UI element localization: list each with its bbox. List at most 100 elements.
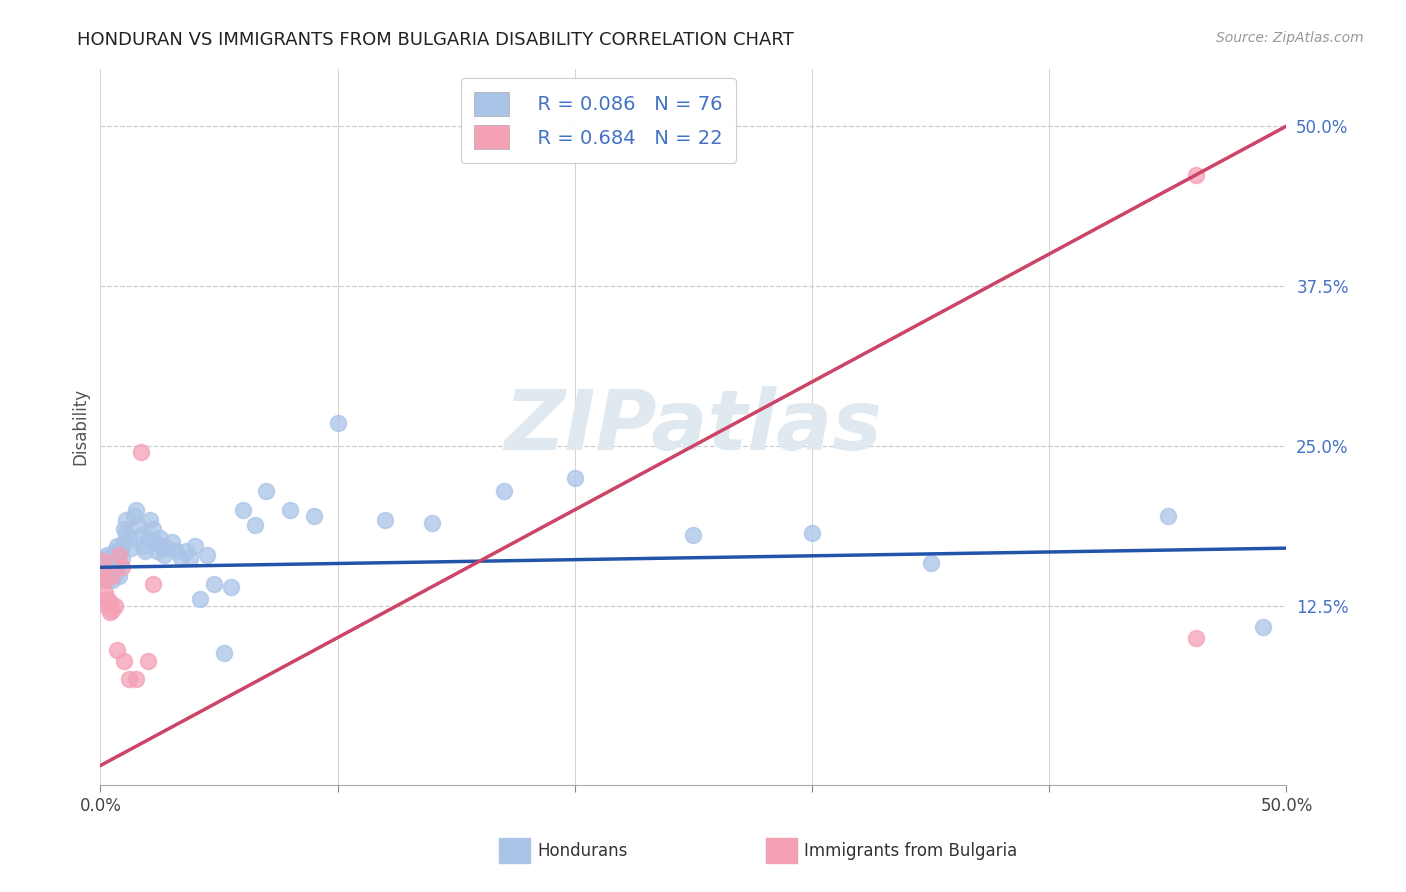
Point bbox=[122, 509, 145, 524]
Point bbox=[139, 513, 162, 527]
Point bbox=[129, 445, 152, 459]
Point bbox=[94, 557, 117, 571]
Point bbox=[105, 560, 128, 574]
Point bbox=[105, 539, 128, 553]
Point bbox=[127, 518, 149, 533]
Point bbox=[1157, 509, 1180, 524]
Point bbox=[278, 502, 301, 516]
Point bbox=[801, 525, 824, 540]
Point bbox=[105, 643, 128, 657]
Legend:   R = 0.086   N = 76,   R = 0.684   N = 22: R = 0.086 N = 76, R = 0.684 N = 22 bbox=[461, 78, 737, 162]
Point bbox=[105, 551, 128, 566]
Point bbox=[156, 541, 179, 556]
Point bbox=[101, 554, 124, 568]
Point bbox=[111, 560, 134, 574]
Point bbox=[141, 522, 163, 536]
Point bbox=[160, 534, 183, 549]
Point bbox=[96, 557, 118, 571]
Point bbox=[136, 531, 159, 545]
Point bbox=[115, 513, 138, 527]
Point bbox=[94, 573, 117, 587]
Point bbox=[101, 602, 124, 616]
Point bbox=[219, 580, 242, 594]
Text: Source: ZipAtlas.com: Source: ZipAtlas.com bbox=[1216, 31, 1364, 45]
Point bbox=[96, 592, 118, 607]
Point bbox=[120, 541, 142, 556]
Point bbox=[111, 551, 134, 566]
Point bbox=[143, 534, 166, 549]
Point bbox=[374, 513, 396, 527]
Point bbox=[118, 672, 141, 686]
Point bbox=[98, 560, 121, 574]
Point bbox=[422, 516, 444, 530]
Point bbox=[165, 543, 187, 558]
Point bbox=[96, 599, 118, 613]
Point bbox=[141, 577, 163, 591]
Point bbox=[112, 522, 135, 536]
Point bbox=[129, 528, 152, 542]
Point bbox=[94, 569, 117, 583]
Point bbox=[150, 539, 173, 553]
Point bbox=[1185, 631, 1208, 645]
Point bbox=[91, 560, 114, 574]
Point bbox=[153, 548, 176, 562]
Point bbox=[98, 551, 121, 566]
Point bbox=[98, 569, 121, 583]
Point bbox=[132, 539, 155, 553]
Point bbox=[96, 573, 118, 587]
Point bbox=[98, 560, 121, 574]
Point bbox=[112, 534, 135, 549]
Point bbox=[111, 539, 134, 553]
Point bbox=[108, 569, 131, 583]
Point bbox=[202, 577, 225, 591]
Point bbox=[920, 557, 942, 571]
Point bbox=[91, 554, 114, 568]
Text: Immigrants from Bulgaria: Immigrants from Bulgaria bbox=[804, 842, 1018, 860]
Point bbox=[101, 569, 124, 583]
Point bbox=[94, 560, 117, 574]
Text: Hondurans: Hondurans bbox=[537, 842, 627, 860]
Point bbox=[195, 548, 218, 562]
Point bbox=[96, 548, 118, 562]
Point bbox=[1251, 620, 1274, 634]
Point bbox=[98, 595, 121, 609]
Point bbox=[98, 605, 121, 619]
Point bbox=[682, 528, 704, 542]
Point bbox=[146, 543, 169, 558]
Point bbox=[103, 566, 125, 581]
Point bbox=[136, 654, 159, 668]
Point bbox=[96, 566, 118, 581]
Point bbox=[101, 573, 124, 587]
Point bbox=[212, 646, 235, 660]
Point bbox=[174, 543, 197, 558]
Point bbox=[103, 543, 125, 558]
Point bbox=[91, 554, 114, 568]
Point bbox=[326, 416, 349, 430]
Point bbox=[103, 599, 125, 613]
Point bbox=[492, 483, 515, 498]
Point bbox=[184, 539, 207, 553]
Point bbox=[125, 502, 148, 516]
Point bbox=[179, 551, 201, 566]
Point bbox=[101, 564, 124, 578]
Point bbox=[94, 551, 117, 566]
Point bbox=[125, 672, 148, 686]
Point bbox=[103, 554, 125, 568]
Point bbox=[108, 548, 131, 562]
Point bbox=[254, 483, 277, 498]
Point bbox=[112, 654, 135, 668]
Point bbox=[134, 543, 156, 558]
Point bbox=[91, 566, 114, 581]
Point bbox=[170, 551, 193, 566]
Point bbox=[108, 557, 131, 571]
Point bbox=[118, 531, 141, 545]
Point bbox=[108, 543, 131, 558]
Point bbox=[91, 566, 114, 581]
Point bbox=[243, 518, 266, 533]
Text: HONDURAN VS IMMIGRANTS FROM BULGARIA DISABILITY CORRELATION CHART: HONDURAN VS IMMIGRANTS FROM BULGARIA DIS… bbox=[77, 31, 794, 49]
Point bbox=[302, 509, 325, 524]
Text: ZIPatlas: ZIPatlas bbox=[505, 386, 883, 467]
Point bbox=[149, 531, 172, 545]
Point bbox=[94, 586, 117, 600]
Point bbox=[232, 502, 254, 516]
